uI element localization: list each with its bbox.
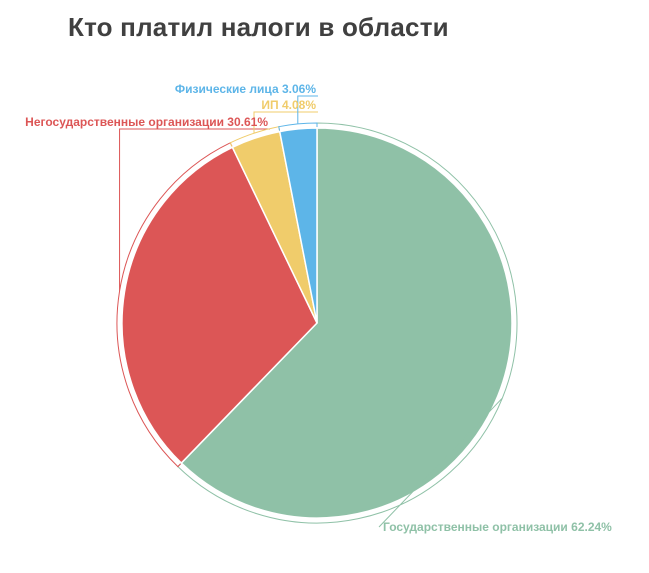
chart-title: Кто платил налоги в области: [68, 12, 449, 42]
slice-label-3: Физические лица 3.06%: [175, 82, 316, 96]
slice-label-2: ИП 4.08%: [261, 98, 316, 112]
slice-leader-0: [177, 122, 518, 528]
pie-slice-0: [180, 127, 513, 519]
pie-slice-1: [121, 146, 318, 465]
pie-slice-3: [278, 127, 318, 324]
slice-label-1: Негосударственные организации 30.61%: [25, 115, 268, 129]
slice-label-0: Государственные организации 62.24%: [383, 520, 612, 534]
slice-leader-3: [278, 95, 318, 131]
slice-leader-1: [116, 128, 270, 468]
